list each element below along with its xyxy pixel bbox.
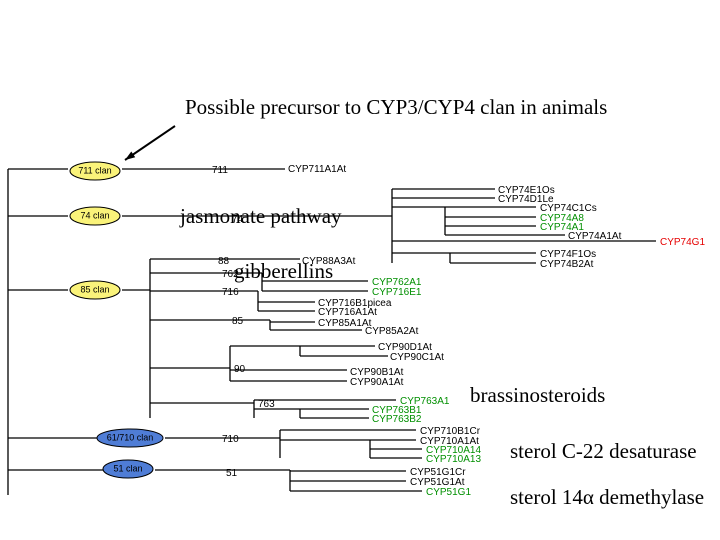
family-number: 710 <box>222 434 239 445</box>
family-number: 88 <box>218 256 230 267</box>
leaf-label: CYP74A1At <box>568 231 622 242</box>
clan-oval-label: 711 clan <box>78 165 111 175</box>
leaf-label: CYP51G1 <box>426 487 471 498</box>
leaf-label: CYP74G1 <box>660 237 705 248</box>
leaf-label: CYP716A1At <box>318 307 377 318</box>
sterol-c22-annotation: sterol C-22 desaturase <box>510 439 697 464</box>
leaf-label: CYP763B2 <box>372 414 422 425</box>
clan-oval-label: 85 clan <box>80 284 109 294</box>
leaf-label: CYP716E1 <box>372 287 422 298</box>
sterol-14a-annotation: sterol 14α demethylase <box>510 485 704 510</box>
precursor-arrow-head <box>125 151 135 160</box>
leaf-label: CYP90A1At <box>350 377 404 388</box>
clan-oval-label: 74 clan <box>80 210 109 220</box>
brassino-annotation: brassinosteroids <box>470 383 605 408</box>
family-number: 85 <box>232 316 244 327</box>
family-number: 716 <box>222 287 239 298</box>
gibberellin-annotation: gibberellins <box>234 259 333 284</box>
leaf-label: CYP710A13 <box>426 454 481 465</box>
leaf-label: CYP90C1At <box>390 352 444 363</box>
clan-oval-label: 61/710 clan <box>107 432 154 442</box>
family-number: 711 <box>212 165 228 176</box>
family-number: 51 <box>226 468 238 479</box>
precursor-annotation: Possible precursor to CYP3/CYP4 clan in … <box>185 95 607 120</box>
leaf-label: CYP711A1At <box>288 164 346 175</box>
leaf-label: CYP74B2At <box>540 259 594 270</box>
family-number: 90 <box>234 364 246 375</box>
clan-oval-label: 51 clan <box>113 463 142 473</box>
leaf-label: CYP85A1At <box>318 318 372 329</box>
family-number: 763 <box>258 399 275 410</box>
leaf-label: CYP85A2At <box>365 326 419 337</box>
jasmonate-annotation: jasmonate pathway <box>180 204 342 229</box>
